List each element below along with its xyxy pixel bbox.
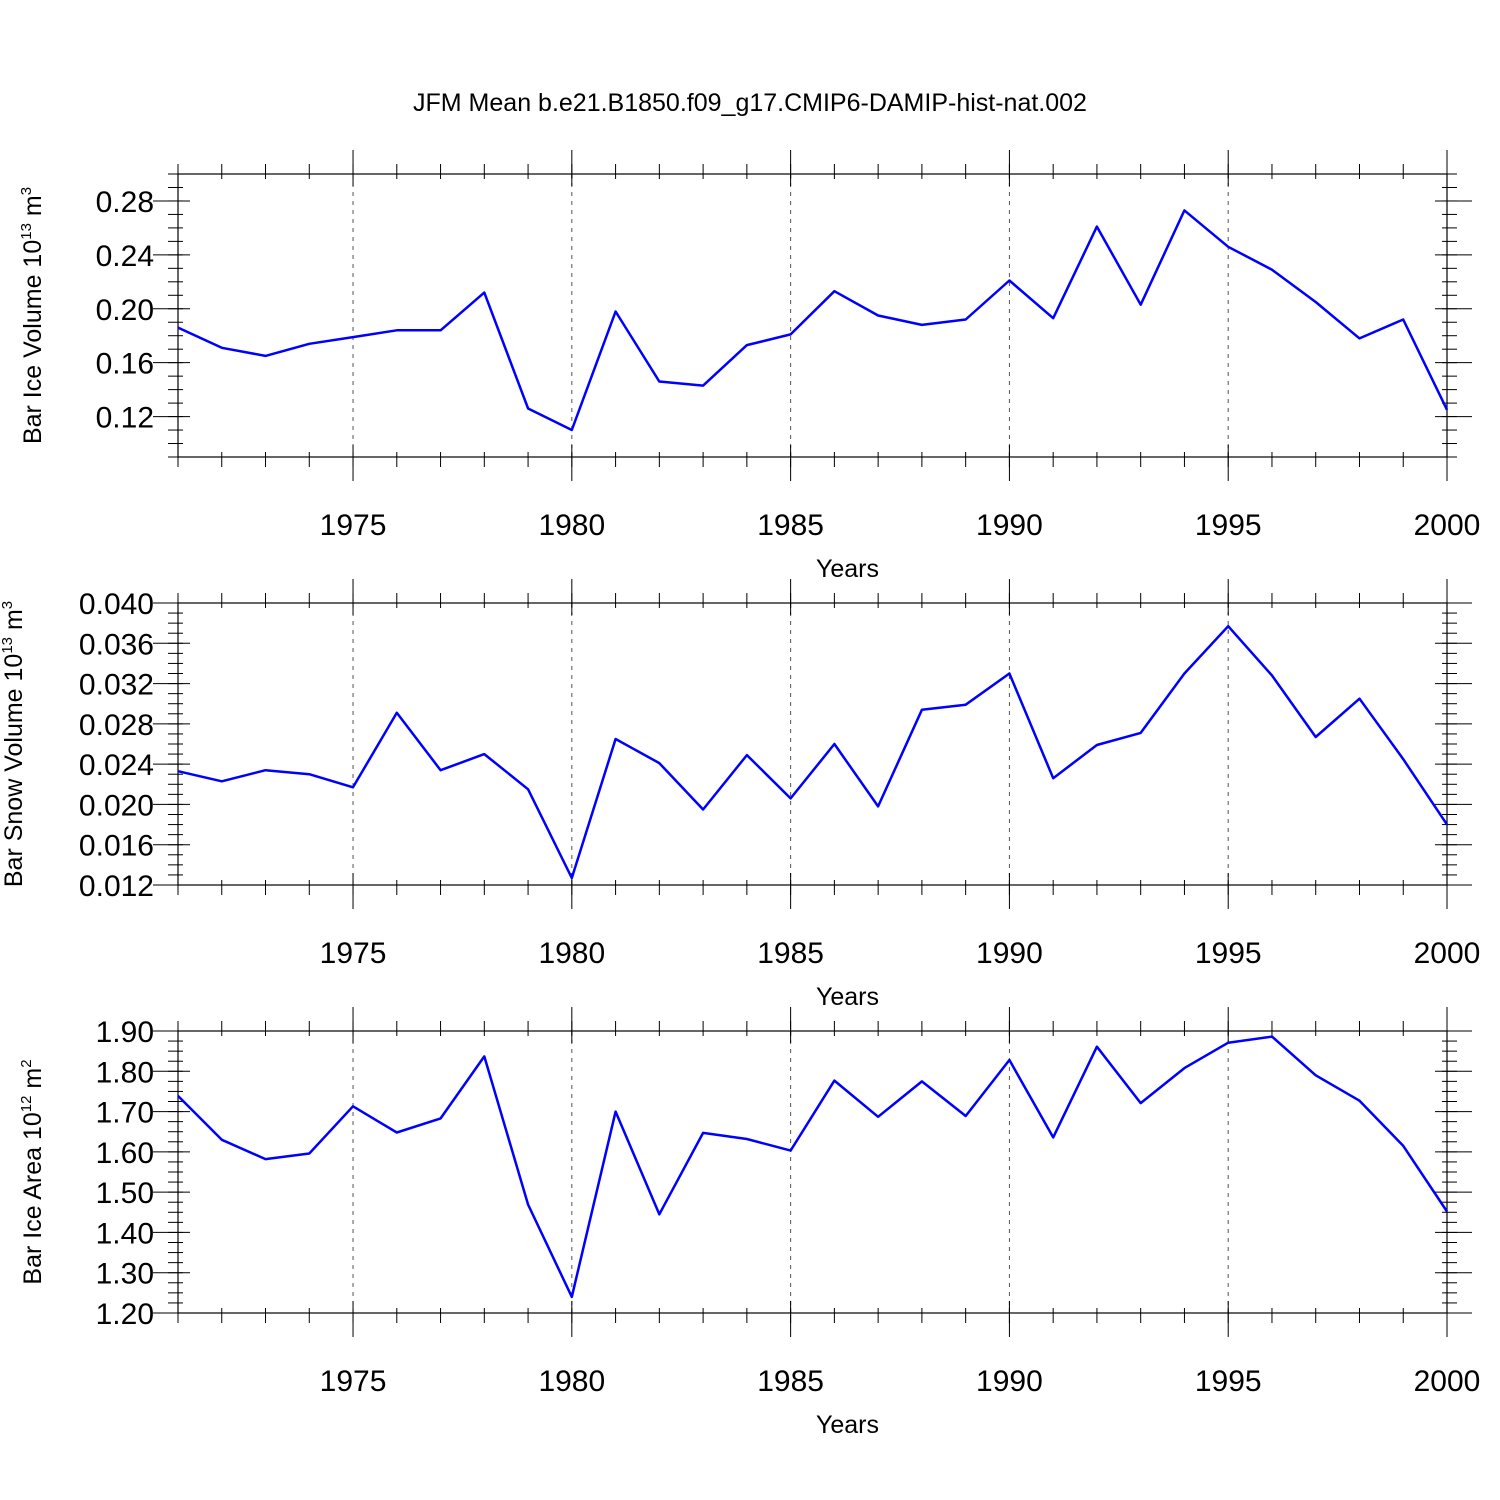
x-tick-label: 1985 [757,937,824,970]
x-tick-label: 1995 [1195,1365,1262,1398]
y-tick-label: 0.24 [96,240,154,273]
panel-2: 1975 1980 1985 1990 1995 2000 0.012 0.016 0.020 0… [0,579,1480,1011]
x-tick-label: 1980 [538,509,605,542]
y-tick-label: 1.60 [96,1137,154,1170]
x-axis-label: Years [816,1411,879,1439]
y-axis-label-text: Bar Ice Area 10 [19,1112,47,1284]
y-axis-label-unit: m [19,195,47,223]
y-tick-label: 0.032 [79,669,154,702]
panel-1: 1975 1980 1985 1990 1995 2000 0.12 0.16 0.20 0.24… [18,150,1480,583]
x-tick-label: 1980 [538,937,605,970]
y-axis-label-exponent: 13 [18,223,35,240]
data-line [177,624,1449,880]
x-tick-label: 1990 [976,509,1043,542]
plot-frame [177,1030,1448,1314]
y-tick-label: 1.20 [96,1298,154,1331]
x-tick-label: 2000 [1414,1365,1481,1398]
y-axis-label: Bar Ice Area 1012 m2 [18,1059,47,1284]
y-tick-label: 0.12 [96,402,154,435]
y-tick-label: 0.020 [79,789,154,822]
y-axis-label-text: Bar Snow Volume 10 [0,654,28,887]
y-tick-label: 0.012 [79,870,154,903]
y-tick-label: 0.28 [96,186,154,219]
data-line [177,209,1449,432]
x-tick-label: 1985 [757,1365,824,1398]
x-tick-label: 1990 [976,1365,1043,1398]
y-axis-label-unit-exponent: 3 [0,601,16,609]
x-tick-label: 2000 [1414,937,1481,970]
y-tick-label: 0.024 [79,749,154,782]
y-axis-label-unit: m [0,609,28,637]
y-tick-label: 0.016 [79,830,154,863]
y-tick-label: 1.80 [96,1056,154,1089]
y-tick-label: 1.50 [96,1177,154,1210]
plot-frame [177,173,1448,458]
y-axis-label-unit: m [19,1068,47,1096]
x-tick-label: 1980 [538,1365,605,1398]
panel-3: 1975 1980 1985 1990 1995 2000 1.20 1.30 1.40 1.50… [18,1007,1480,1439]
x-tick-label: 1995 [1195,937,1262,970]
y-axis-label-exponent: 13 [0,637,16,654]
y-tick-label: 0.040 [79,588,154,621]
y-tick-label: 0.036 [79,628,154,661]
data-line [177,1035,1449,1299]
x-tick-label: 1975 [320,509,387,542]
y-axis-label-unit-exponent: 2 [18,1059,35,1067]
x-tick-label: 1990 [976,937,1043,970]
y-tick-label: 1.90 [96,1016,154,1049]
y-tick-label: 1.40 [96,1217,154,1250]
x-tick-label: 1985 [757,509,824,542]
y-axis-label-text: Bar Ice Volume 10 [19,240,47,444]
x-axis-label: Years [816,555,879,583]
x-tick-label: 1975 [320,937,387,970]
y-tick-label: 1.30 [96,1258,154,1291]
y-tick-label: 0.20 [96,294,154,327]
x-tick-label: 1995 [1195,509,1262,542]
x-tick-label: 1975 [320,1365,387,1398]
y-axis-label: Bar Ice Volume 1013 m3 [18,187,47,444]
y-axis-label-exponent: 12 [18,1096,35,1113]
y-tick-label: 0.028 [79,709,154,742]
y-tick-label: 1.70 [96,1097,154,1130]
y-axis-label-unit-exponent: 3 [18,187,35,195]
x-axis-label: Years [816,983,879,1011]
panels: 1975 1980 1985 1990 1995 2000 0.12 0.16 0.20 0.24… [0,150,1480,1439]
y-tick-label: 0.16 [96,348,154,381]
chart-title: JFM Mean b.e21.B1850.f09_g17.CMIP6-DAMIP… [413,89,1087,117]
y-axis-label: Bar Snow Volume 1013 m3 [0,601,28,887]
plot-frame [177,602,1448,886]
x-tick-label: 2000 [1414,509,1481,542]
